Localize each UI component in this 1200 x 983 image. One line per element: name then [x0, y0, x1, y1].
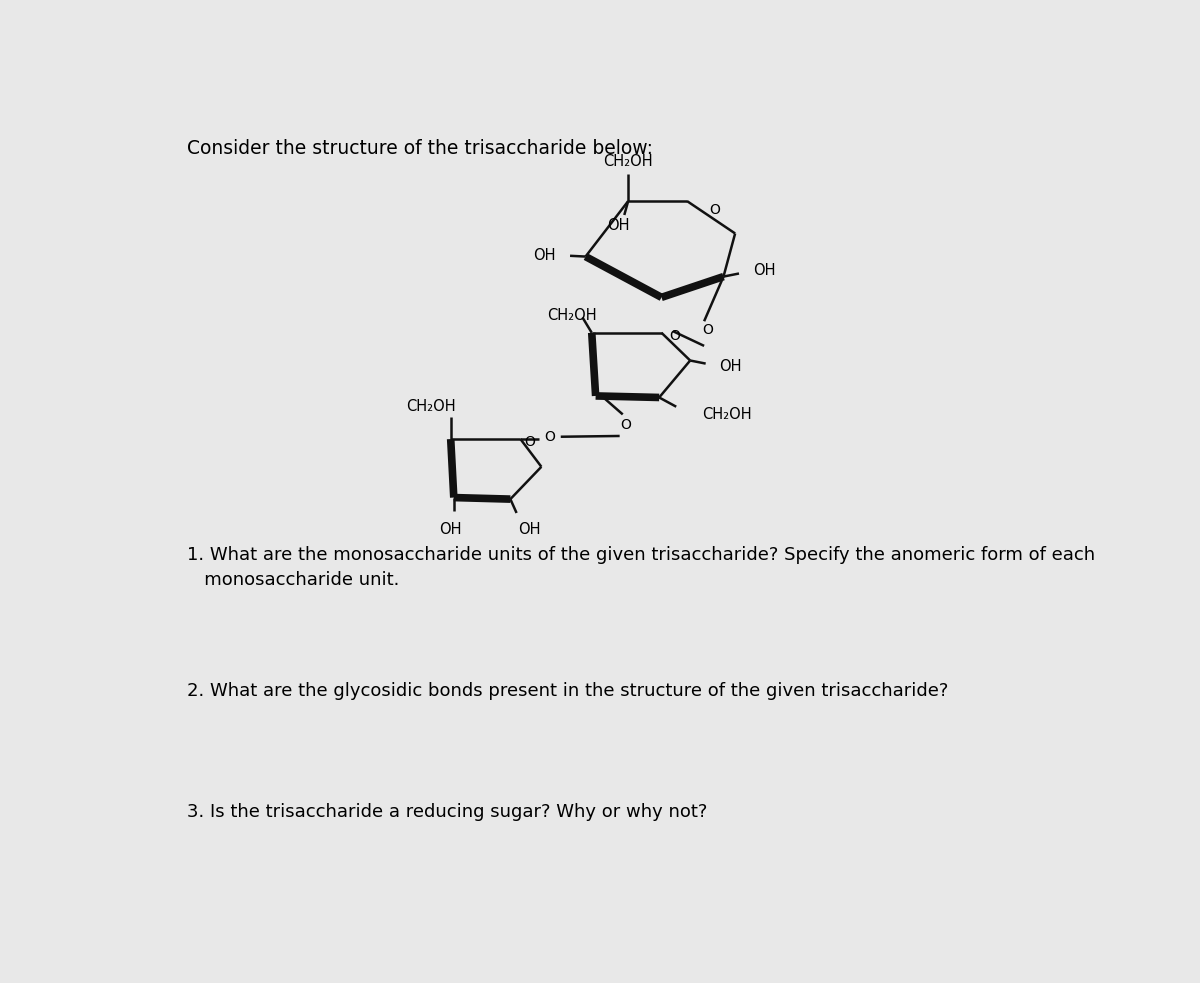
Text: CH₂OH: CH₂OH: [547, 308, 598, 322]
Text: CH₂OH: CH₂OH: [604, 153, 653, 168]
Text: O: O: [709, 202, 720, 216]
Text: O: O: [620, 418, 631, 433]
Text: 3. Is the trisaccharide a reducing sugar? Why or why not?: 3. Is the trisaccharide a reducing sugar…: [187, 803, 708, 821]
Text: OH: OH: [518, 522, 541, 538]
Text: CH₂OH: CH₂OH: [407, 399, 456, 414]
Text: O: O: [668, 329, 679, 343]
Text: OH: OH: [534, 248, 556, 262]
Text: OH: OH: [439, 522, 461, 538]
Text: OH: OH: [752, 262, 775, 278]
Text: CH₂OH: CH₂OH: [702, 407, 751, 422]
Text: 2. What are the glycosidic bonds present in the structure of the given trisaccha: 2. What are the glycosidic bonds present…: [187, 682, 948, 700]
Text: OH: OH: [607, 218, 630, 233]
Text: Consider the structure of the trisaccharide below:: Consider the structure of the trisacchar…: [187, 140, 653, 158]
Text: 1. What are the monosaccharide units of the given trisaccharide? Specify the ano: 1. What are the monosaccharide units of …: [187, 546, 1096, 589]
Text: O: O: [545, 430, 556, 443]
Text: O: O: [702, 323, 713, 337]
Text: O: O: [524, 435, 535, 449]
Text: OH: OH: [720, 359, 742, 375]
